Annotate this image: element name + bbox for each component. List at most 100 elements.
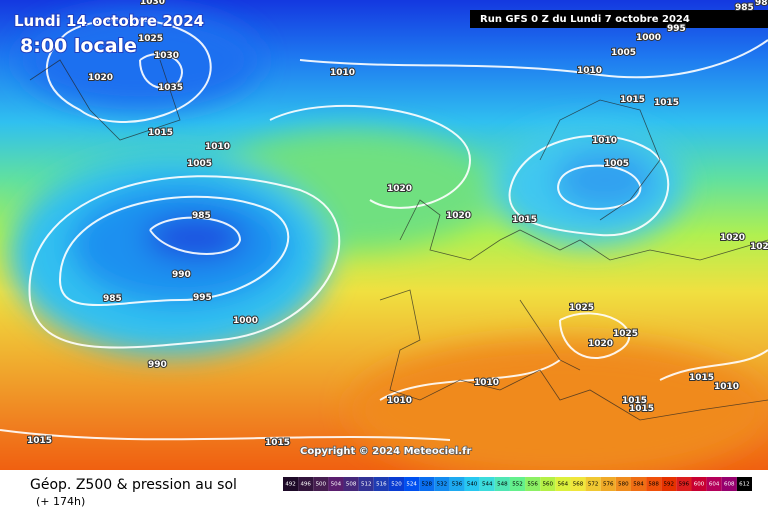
isobars [0,18,768,441]
scale-label: 604 [709,482,720,488]
isobar-label: 1025 [569,303,594,313]
isobar-label: 995 [667,24,686,34]
isobar-label: 990 [172,270,191,280]
footer-title: Géop. Z500 & pression au sol [30,477,237,493]
scale-label: 492 [285,482,296,488]
isobar-label: 1015 [622,396,647,406]
valid-time: 8:00 locale [20,35,137,57]
isobar-label: 1010 [714,382,739,392]
scale-swatch [283,477,299,491]
scale-swatch [555,477,571,491]
scale-label: 560 [543,482,554,488]
isobar-label: 1015 [27,436,52,446]
isobar-label: 1020 [387,184,412,194]
scale-label: 612 [739,482,750,488]
scale-swatch [721,477,737,491]
scale-label: 572 [588,482,599,488]
scale-label: 536 [452,482,463,488]
scale-swatch [373,477,389,491]
scale-swatch [298,477,314,491]
scale-swatch [509,477,526,491]
isobar-label: 1020 [720,233,745,243]
scale-label: 608 [724,482,735,488]
isobar-labels: 1030102510301020103510101015101010051020… [26,0,768,449]
isobar-label: 102 [750,242,768,252]
isobar-label: 1035 [158,83,183,93]
scale-label: 496 [300,482,311,488]
isobar-label: 985 [103,294,122,304]
isobar-label: 1005 [604,159,629,169]
scale-label: 524 [406,482,417,488]
scale-swatch [540,477,556,491]
isobar-label: 1025 [138,34,163,44]
scale-label: 592 [664,482,675,488]
isobar-label: 980 [755,0,768,8]
scale-swatch [343,477,359,491]
run-info: Run GFS 0 Z du Lundi 7 octobre 2024 [480,14,690,25]
scale-swatch [676,477,692,491]
scale-swatch [706,477,722,491]
isobar-label: 1010 [387,396,412,406]
scale-label: 520 [391,482,402,488]
scale-label: 540 [467,482,478,488]
scale-label: 600 [694,482,705,488]
isobar-label: 985 [735,3,754,13]
scale-swatch [600,477,616,491]
scale-label: 596 [679,482,690,488]
isobar-label: 1000 [636,33,661,43]
scale-label: 544 [482,482,493,488]
forecast-lead: (+ 174h) [36,495,85,508]
scale-swatch [615,477,631,491]
scale-swatch [358,477,374,491]
isobar-label: 1025 [613,329,638,339]
scale-swatch [691,477,707,491]
scale-label: 512 [361,482,372,488]
scale-swatch [570,477,586,491]
scale-swatch [464,477,480,491]
scale-swatch [434,477,450,491]
isobar-label: 1020 [88,73,113,83]
color-scale: 492 496 500 504 508 512 516 520 524 528 532 536 540 5… [283,477,752,491]
isobar-label: 995 [193,293,212,303]
isobar-label: 1015 [265,438,290,448]
isobar-label: 1020 [588,339,613,349]
scale-swatch [313,477,329,491]
scale-label: 584 [633,482,644,488]
isobar-label: 1005 [611,48,636,58]
isobar-label: 1020 [446,211,471,221]
scale-label: 552 [512,482,523,488]
isobar-label: 1010 [330,68,355,78]
scale-label: 528 [421,482,432,488]
isobar-label: 990 [148,360,167,370]
copyright: Copyright © 2024 Meteociel.fr [300,446,471,457]
isobar-label: 1015 [148,128,173,138]
scale-swatch [449,477,465,491]
scale-swatch [525,477,541,491]
isobar-label: 1010 [592,136,617,146]
scale-label: 500 [316,482,327,488]
scale-swatch [646,477,662,491]
isobar-label: 1030 [154,51,179,61]
isobar-label: 985 [192,211,211,221]
isobar-label: 1015 [512,215,537,225]
scale-swatch [479,477,495,491]
isobar-label: 1010 [205,142,230,152]
scale-label: 588 [648,482,659,488]
isobar-label: 1010 [474,378,499,388]
isobar-label: 1005 [187,159,212,169]
valid-date: Lundi 14 octobre 2024 [14,12,204,30]
isobar-label: 1015 [654,98,679,108]
run-banner [470,10,768,28]
scale-swatch [736,477,752,491]
scale-label: 564 [558,482,569,488]
scale-label: 516 [376,482,387,488]
isobar-label: 1015 [689,373,714,383]
scale-swatch [404,477,420,491]
isobar-label: 1000 [233,316,258,326]
scale-swatch [661,477,677,491]
scale-label: 508 [346,482,357,488]
scale-label: 556 [527,482,538,488]
scale-label: 576 [603,482,614,488]
isobar-label: 1015 [620,95,645,105]
